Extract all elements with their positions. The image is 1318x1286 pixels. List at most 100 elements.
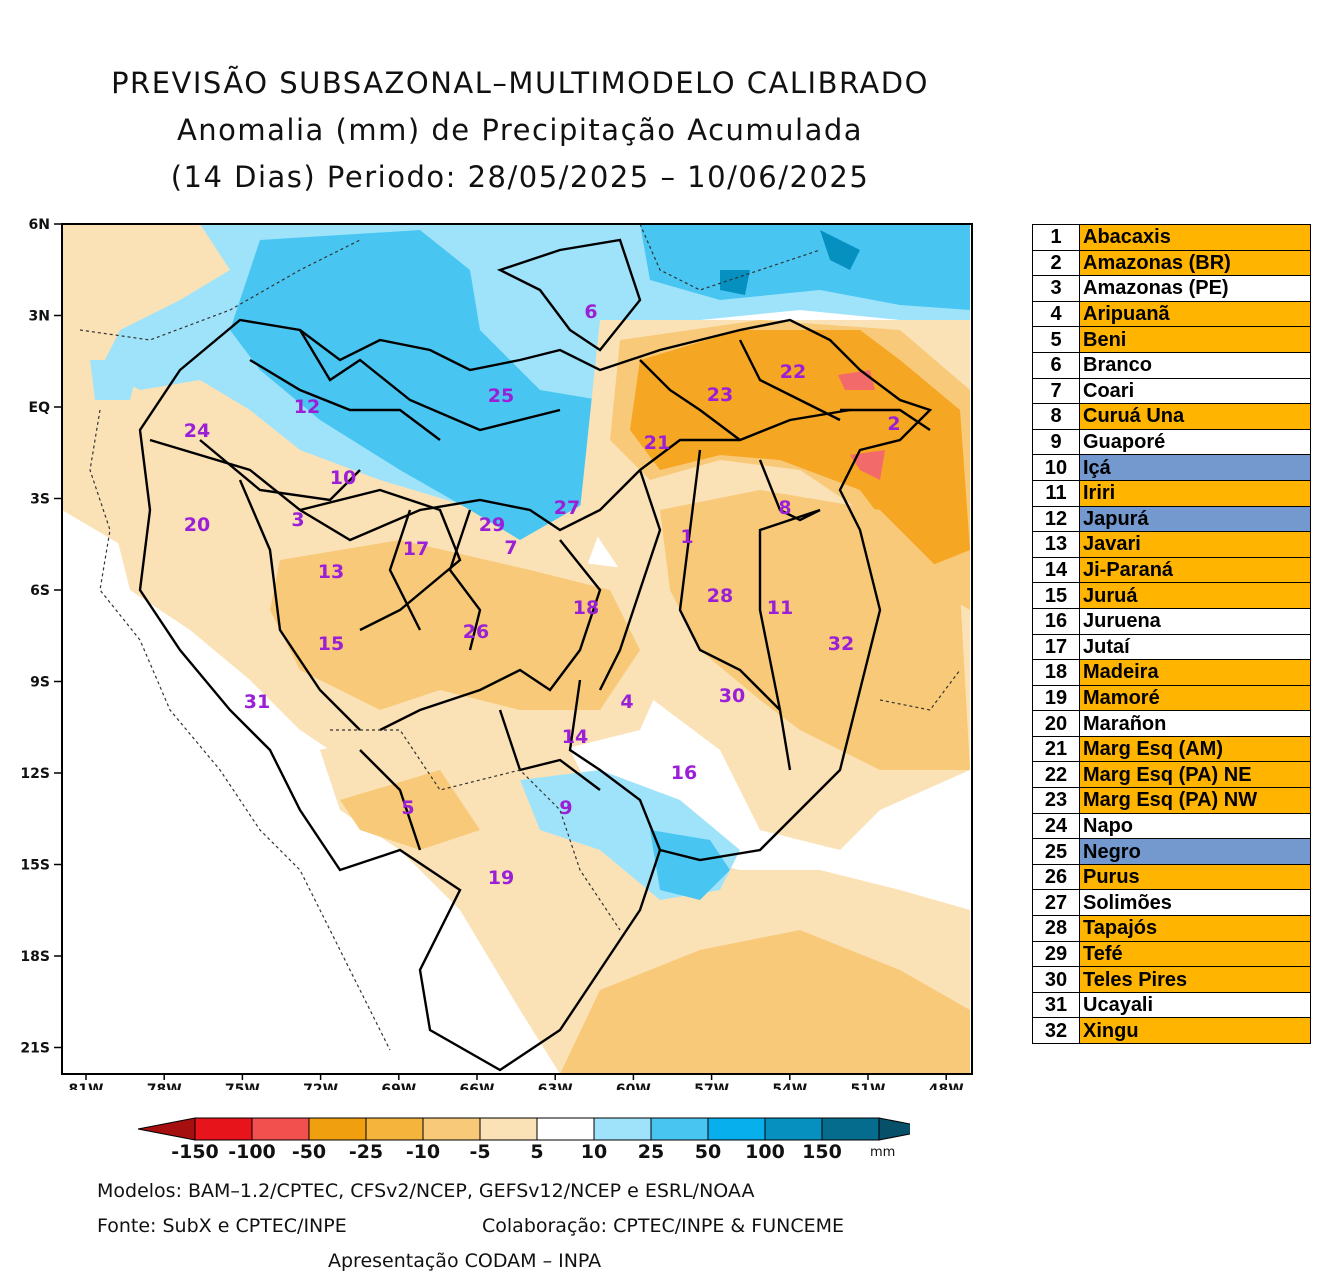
basin-name: Amazonas (PE) <box>1079 275 1311 302</box>
basin-row: 6 Branco <box>1032 351 1311 379</box>
longitude-axis: 81W 78W 75W 72W 69W 66W 63W 60W 57W 54W 51W 48W <box>69 1074 964 1090</box>
basin-number: 10 <box>1032 454 1080 481</box>
colorbar-box <box>251 1117 310 1141</box>
title-line-2: Anomalia (mm) de Precipitação Acumulada <box>176 113 864 147</box>
lat-tick-label: EQ <box>29 400 51 416</box>
colorbar-tick-label: -50 <box>292 1141 326 1163</box>
basin-number: 26 <box>1032 863 1080 891</box>
basin-row: 32 Xingu <box>1032 1017 1311 1044</box>
basin-row: 23 Marg Esq (PA) NW <box>1032 787 1311 814</box>
region-number-label: 15 <box>318 633 344 655</box>
basin-legend-table: 1 Abacaxis 2 Amazonas (BR) 3 Amazonas (PE) 4 Ar… <box>1032 224 1311 1044</box>
basin-row: 24 Napo <box>1032 812 1311 840</box>
title-line-1: PREVISÃO SUBSAZONAL–MULTIMODELO CALIBRAD… <box>111 66 929 100</box>
basin-row: 18 Madeira <box>1032 659 1311 686</box>
region-number-label: 23 <box>707 384 733 406</box>
basin-number: 28 <box>1032 915 1080 942</box>
region-number-label: 18 <box>573 597 599 619</box>
basin-number: 18 <box>1032 659 1080 686</box>
basin-number: 17 <box>1032 633 1080 661</box>
region-number-label: 5 <box>401 797 414 819</box>
lat-tick-label: 12S <box>20 766 50 782</box>
basin-number: 27 <box>1032 889 1080 917</box>
basin-number: 9 <box>1032 428 1080 456</box>
region-number-label: 6 <box>584 301 597 323</box>
basin-name: Tapajós <box>1079 915 1311 942</box>
basin-number: 15 <box>1032 582 1080 609</box>
footer-collab: Colaboração: CPTEC/INPE & FUNCEME <box>482 1215 845 1237</box>
country-borders <box>79 224 961 1051</box>
basin-row: 27 Solimões <box>1032 889 1311 917</box>
basin-row: 22 Marg Esq (PA) NE <box>1032 761 1311 789</box>
basin-row: 28 Tapajós <box>1032 915 1311 942</box>
basin-row: 30 Teles Pires <box>1032 966 1311 993</box>
region-number-label: 3 <box>291 509 304 531</box>
basin-name: Marg Esq (PA) NE <box>1079 761 1311 789</box>
region-number-label: 20 <box>184 514 210 536</box>
basin-number: 7 <box>1032 377 1080 405</box>
basin-number: 24 <box>1032 812 1080 840</box>
basin-row: 7 Coari <box>1032 377 1311 405</box>
lon-tick-label: 54W <box>772 1082 807 1090</box>
region-number-label: 8 <box>778 497 791 519</box>
colorbar-ticks: -150 -100 -50 -25 -10 -5 5 10 25 50 100 150 <box>171 1141 842 1163</box>
region-labels: 1234567891011121314151617181920212223242… <box>184 301 901 889</box>
basin-number: 8 <box>1032 403 1080 430</box>
basin-boundaries <box>138 238 933 1072</box>
colorbar-box <box>536 1117 595 1141</box>
basin-row: 19 Mamoré <box>1032 684 1311 712</box>
region-number-label: 22 <box>780 361 806 383</box>
basin-name: Solimões <box>1079 889 1311 917</box>
region-number-label: 26 <box>463 621 489 643</box>
colorbar-box <box>308 1117 367 1141</box>
colorbar-box <box>479 1117 538 1141</box>
lat-tick-label: 6N <box>29 217 50 233</box>
region-number-label: 31 <box>244 691 270 713</box>
lon-tick-label: 75W <box>225 1082 260 1090</box>
colorbar-box <box>878 1117 910 1141</box>
lat-tick-label: 3S <box>30 492 50 508</box>
basin-name: Amazonas (BR) <box>1079 249 1311 277</box>
lat-tick-label: 9S <box>30 675 50 691</box>
basin-name: Madeira <box>1079 659 1311 686</box>
basin-number: 19 <box>1032 684 1080 712</box>
basin-name: Içá <box>1079 454 1311 481</box>
basin-number: 30 <box>1032 966 1080 993</box>
basin-row: 9 Guaporé <box>1032 428 1311 456</box>
colorbar-tick-label: -10 <box>406 1141 440 1163</box>
basin-number: 22 <box>1032 761 1080 789</box>
lat-tick-label: 18S <box>20 949 50 965</box>
basin-name: Marg Esq (AM) <box>1079 735 1311 763</box>
region-number-label: 2 <box>887 413 900 435</box>
basin-name: Jutaí <box>1079 633 1311 661</box>
basin-row: 31 Ucayali <box>1032 991 1311 1019</box>
basin-row: 12 Japurá <box>1032 505 1311 533</box>
anomaly-patch <box>90 360 140 400</box>
basin-row: 21 Marg Esq (AM) <box>1032 735 1311 763</box>
basin-row: 1 Abacaxis <box>1032 224 1311 251</box>
lon-tick-label: 66W <box>460 1082 495 1090</box>
colorbar-tick-label: 100 <box>745 1141 785 1163</box>
lon-tick-label: 57W <box>694 1082 729 1090</box>
lon-tick-label: 60W <box>616 1082 651 1090</box>
basin-number: 23 <box>1032 787 1080 814</box>
colorbar-box <box>422 1117 481 1141</box>
lon-tick-label: 63W <box>538 1082 573 1090</box>
colorbar-tick-label: 25 <box>638 1141 664 1163</box>
region-number-label: 28 <box>707 585 733 607</box>
lon-tick-label: 72W <box>303 1082 338 1090</box>
region-number-label: 32 <box>828 633 854 655</box>
basin-row: 15 Juruá <box>1032 582 1311 609</box>
basin-row: 11 Iriri <box>1032 479 1311 507</box>
basin-row: 5 Beni <box>1032 326 1311 353</box>
colorbar-tick-label: -25 <box>349 1141 383 1163</box>
colorbar-tick-label: 10 <box>581 1141 607 1163</box>
basin-name: Ji-Paraná <box>1079 556 1311 584</box>
basin-row: 14 Ji-Paraná <box>1032 556 1311 584</box>
basin-name: Guaporé <box>1079 428 1311 456</box>
basin-number: 20 <box>1032 710 1080 737</box>
basin-row: 25 Negro <box>1032 838 1311 865</box>
anomaly-patch <box>560 930 970 1074</box>
basin-number: 29 <box>1032 940 1080 968</box>
basin-row: 26 Purus <box>1032 863 1311 891</box>
